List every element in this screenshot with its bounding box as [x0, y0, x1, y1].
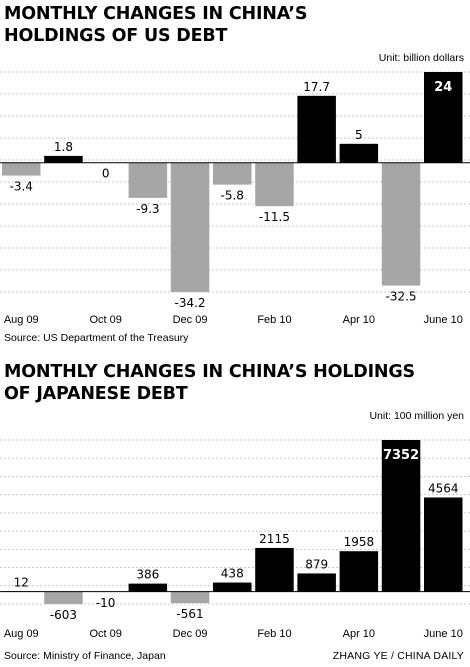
data-label: 438	[221, 567, 244, 581]
x-tick-label: Feb 10	[257, 314, 291, 326]
chart2-plot: 12 Aug 09 -603 -10 Oct 09 386 -561 Dec 09 438 211…	[0, 439, 470, 640]
x-tick-label: Oct 09	[89, 314, 121, 326]
data-label: 7352	[383, 448, 419, 463]
data-label: -561	[176, 607, 203, 621]
chart2-title-line1: MONTHLY CHANGES IN CHINA’S HOLDINGS	[4, 362, 415, 382]
bar-sep-09	[44, 591, 83, 604]
bar-sep-09	[44, 155, 83, 163]
x-tick-label: Dec 09	[173, 314, 208, 326]
bar-may-10	[381, 162, 421, 286]
data-label: -5.8	[221, 189, 244, 203]
bar-jan-10	[213, 582, 252, 592]
bar-feb-10	[255, 547, 294, 592]
bar-nov-09	[128, 162, 168, 198]
data-label: 17.7	[303, 80, 330, 94]
bar-feb-10	[255, 162, 294, 207]
bar-apr-10	[339, 551, 379, 592]
bar-mar-10	[297, 573, 336, 592]
data-label: 0	[102, 167, 110, 181]
chart1-plot: -3.4 Aug 09 1.8 0 Oct 09 -9.3 -34.2 Dec 09 -5.8 -…	[0, 71, 470, 326]
data-label: -11.5	[259, 210, 290, 224]
chart2-title-line2: OF JAPANESE DEBT	[4, 384, 188, 404]
bar-may-10	[381, 440, 421, 592]
credit-line: ZHANG YE / CHINA DAILY	[332, 650, 464, 662]
bar-nov-09	[128, 583, 168, 592]
chart2-source: Source: Ministry of Finance, Japan	[4, 650, 166, 662]
bar-june-10	[424, 497, 463, 592]
data-label: 386	[136, 568, 159, 582]
chart2-title: MONTHLY CHANGES IN CHINA’S HOLDINGS OF J…	[4, 361, 415, 405]
data-label: -9.3	[136, 202, 159, 216]
x-tick-label: June 10	[424, 314, 463, 326]
x-tick-label: Feb 10	[257, 628, 291, 640]
bar-jan-10	[213, 162, 252, 185]
data-label: -34.2	[175, 296, 206, 310]
data-label: 12	[14, 575, 29, 589]
x-tick-label: June 10	[424, 628, 463, 640]
bar-aug-09	[2, 162, 41, 176]
x-tick-label: Apr 10	[343, 314, 375, 326]
bar-june-10	[424, 72, 463, 163]
x-tick-label: Aug 09	[4, 628, 39, 640]
data-label: 4564	[428, 481, 459, 495]
data-label: -10	[96, 596, 116, 610]
bar-mar-10	[297, 95, 336, 163]
bar-dec-09	[170, 162, 210, 292]
chart1-title-line1: MONTHLY CHANGES IN CHINA’S	[4, 4, 308, 24]
x-tick-label: Aug 09	[4, 314, 39, 326]
data-label: 2115	[259, 532, 290, 546]
x-tick-label: Oct 09	[89, 628, 121, 640]
bar-apr-10	[339, 143, 379, 163]
data-label: 1.8	[54, 140, 73, 154]
x-tick-label: Dec 09	[173, 628, 208, 640]
data-label: 879	[305, 557, 328, 571]
data-label: -32.5	[386, 290, 417, 304]
data-label: 24	[434, 80, 452, 95]
data-label: 5	[355, 128, 363, 142]
chart1-title: MONTHLY CHANGES IN CHINA’S HOLDINGS OF U…	[4, 3, 307, 47]
chart1-source: Source: US Department of the Treasury	[4, 332, 189, 344]
bar-dec-09	[170, 591, 210, 604]
x-tick-label: Apr 10	[343, 628, 375, 640]
data-label: 1958	[344, 535, 375, 549]
chart2-unit-label: Unit: 100 million yen	[369, 410, 464, 422]
chart1-title-line2: HOLDINGS OF US DEBT	[4, 26, 228, 46]
chart1-unit-label: Unit: billion dollars	[378, 52, 464, 64]
data-label: -3.4	[10, 180, 33, 194]
data-label: -603	[50, 608, 77, 622]
